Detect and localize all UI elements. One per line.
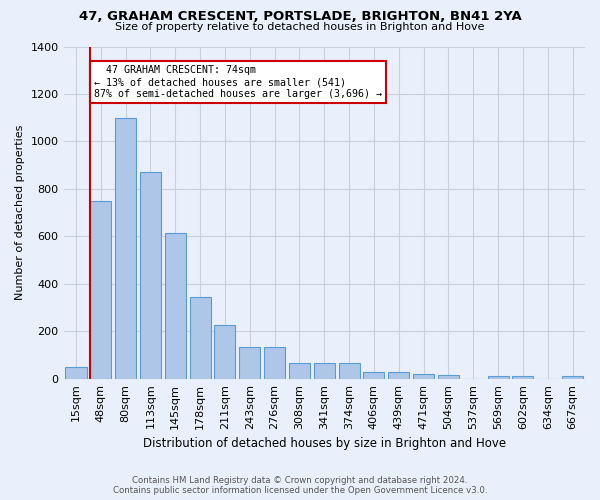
Bar — [165, 233, 186, 379]
Text: 47 GRAHAM CRESCENT: 74sqm
← 13% of detached houses are smaller (541)
87% of semi: 47 GRAHAM CRESCENT: 74sqm ← 13% of detac… — [94, 66, 382, 98]
Bar — [388, 372, 409, 379]
Bar — [314, 362, 335, 379]
Bar — [264, 347, 285, 379]
Bar — [438, 375, 459, 379]
Bar — [364, 372, 385, 379]
Bar — [190, 297, 211, 379]
Bar — [65, 368, 86, 379]
Bar — [562, 376, 583, 379]
Text: Size of property relative to detached houses in Brighton and Hove: Size of property relative to detached ho… — [115, 22, 485, 32]
Bar — [338, 362, 359, 379]
Bar — [289, 364, 310, 379]
Bar — [512, 376, 533, 379]
X-axis label: Distribution of detached houses by size in Brighton and Hove: Distribution of detached houses by size … — [143, 437, 506, 450]
Text: Contains HM Land Registry data © Crown copyright and database right 2024.
Contai: Contains HM Land Registry data © Crown c… — [113, 476, 487, 495]
Bar — [488, 376, 509, 379]
Bar — [140, 172, 161, 379]
Bar — [239, 347, 260, 379]
Bar — [90, 201, 112, 379]
Y-axis label: Number of detached properties: Number of detached properties — [15, 125, 25, 300]
Bar — [413, 374, 434, 379]
Bar — [115, 118, 136, 379]
Text: 47, GRAHAM CRESCENT, PORTSLADE, BRIGHTON, BN41 2YA: 47, GRAHAM CRESCENT, PORTSLADE, BRIGHTON… — [79, 10, 521, 23]
Bar — [214, 324, 235, 379]
